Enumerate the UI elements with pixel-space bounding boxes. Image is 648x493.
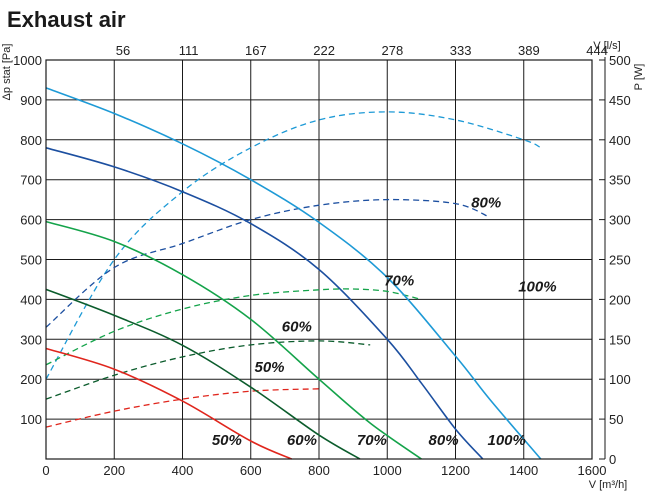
x-tick-label: 600 <box>240 463 262 478</box>
speed-label-pressure: 60% <box>287 432 317 449</box>
x2-tick-label: 444 <box>586 43 608 58</box>
speed-label-power: 60% <box>282 318 312 335</box>
x-tick-label: 400 <box>172 463 194 478</box>
pressure-curve-60pct <box>45 288 361 460</box>
speed-label-power: 100% <box>518 278 556 295</box>
pressure-curve-80pct <box>45 147 484 460</box>
y2-tick-label: 200 <box>609 292 631 307</box>
y2-tick-label: 450 <box>609 93 631 108</box>
y-axis-label: Δp stat [Pa] <box>1 44 13 101</box>
y2-tick-label: 400 <box>609 133 631 148</box>
y-tick-label: 100 <box>20 412 42 427</box>
pressure-curve-50pct <box>45 347 293 460</box>
y-tick-label: 700 <box>20 173 42 188</box>
x2-tick-label: 56 <box>116 43 130 58</box>
x-tick-label: 1200 <box>441 463 470 478</box>
x2-tick-label: 278 <box>382 43 404 58</box>
x-tick-label: 800 <box>308 463 330 478</box>
x2-tick-label: 167 <box>245 43 267 58</box>
x2-tick-label: 333 <box>450 43 472 58</box>
x2-tick-label: 111 <box>179 43 199 58</box>
power-curve-60pct <box>45 340 371 400</box>
x-tick-label: 1000 <box>373 463 402 478</box>
y2-axis-label: P [W] <box>633 64 645 91</box>
speed-label-pressure: 70% <box>357 432 387 449</box>
y-tick-label: 500 <box>20 253 42 268</box>
x-tick-label: 1600 <box>578 463 607 478</box>
speed-label-pressure: 50% <box>212 432 242 449</box>
power-curve-70pct <box>45 288 422 366</box>
speed-label-power: 80% <box>471 195 501 212</box>
y-tick-label: 900 <box>20 93 42 108</box>
y2-tick-label: 50 <box>609 412 623 427</box>
y2-tick-label: 500 <box>609 53 631 68</box>
labels: 100% 80% 70% 60% 50% 50% 60% 70% 80% 100% <box>212 195 557 449</box>
power-curve-50pct <box>45 388 320 428</box>
x2-tick-label: 222 <box>313 43 335 58</box>
plot-frame <box>45 59 593 460</box>
y2-tick-label: 250 <box>609 253 631 268</box>
pressure-curve-70pct <box>45 220 422 460</box>
power-curve-80pct <box>45 198 490 328</box>
y-tick-label: 600 <box>20 213 42 228</box>
y-tick-label: 800 <box>20 133 42 148</box>
x2-tick-label: 389 <box>518 43 540 58</box>
y2-tick-label: 350 <box>609 173 631 188</box>
y-tick-label: 400 <box>20 292 42 307</box>
curves <box>45 87 542 460</box>
y-tick-label: 200 <box>20 372 42 387</box>
x2-axis-label: V [l/s] <box>593 40 621 52</box>
y2-tick-label: 0 <box>609 452 616 467</box>
speed-label-pressure: 80% <box>429 432 459 449</box>
y2-tick-label: 100 <box>609 372 631 387</box>
y-tick-label: 1000 <box>13 53 42 68</box>
power-curve-100pct <box>45 111 542 380</box>
x-tick-label: 200 <box>103 463 125 478</box>
y2-tick-label: 300 <box>609 213 631 228</box>
x-tick-label: 0 <box>42 463 49 478</box>
chart-title: Exhaust air <box>7 7 126 32</box>
y2-tick-label: 150 <box>609 332 631 347</box>
pressure-curve-100pct <box>45 87 542 460</box>
speed-label-power: 50% <box>255 359 285 376</box>
speed-label-power: 70% <box>384 272 414 289</box>
y-tick-label: 300 <box>20 332 42 347</box>
x-tick-label: 1400 <box>509 463 538 478</box>
speed-label-pressure: 100% <box>488 432 526 449</box>
x-axis-label: V [m³/h] <box>589 479 628 491</box>
